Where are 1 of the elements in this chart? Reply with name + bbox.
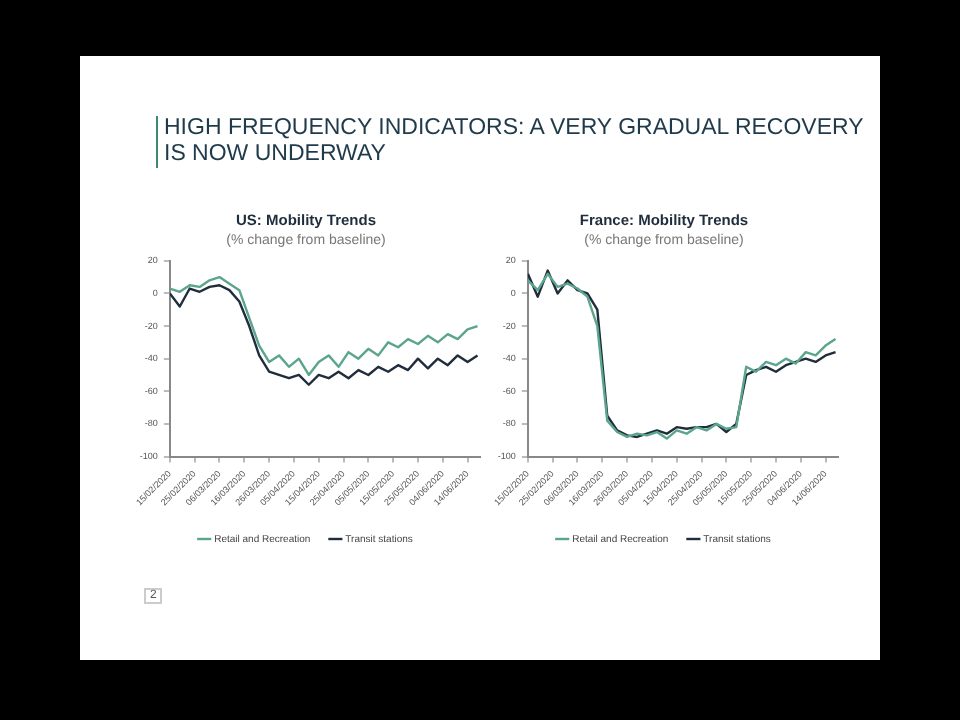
- text: HIGH FREQUENCY INDICATORS: A VERY GRADUAL RECOVERY IS NOW UNDERWAY: [164, 116, 864, 168]
